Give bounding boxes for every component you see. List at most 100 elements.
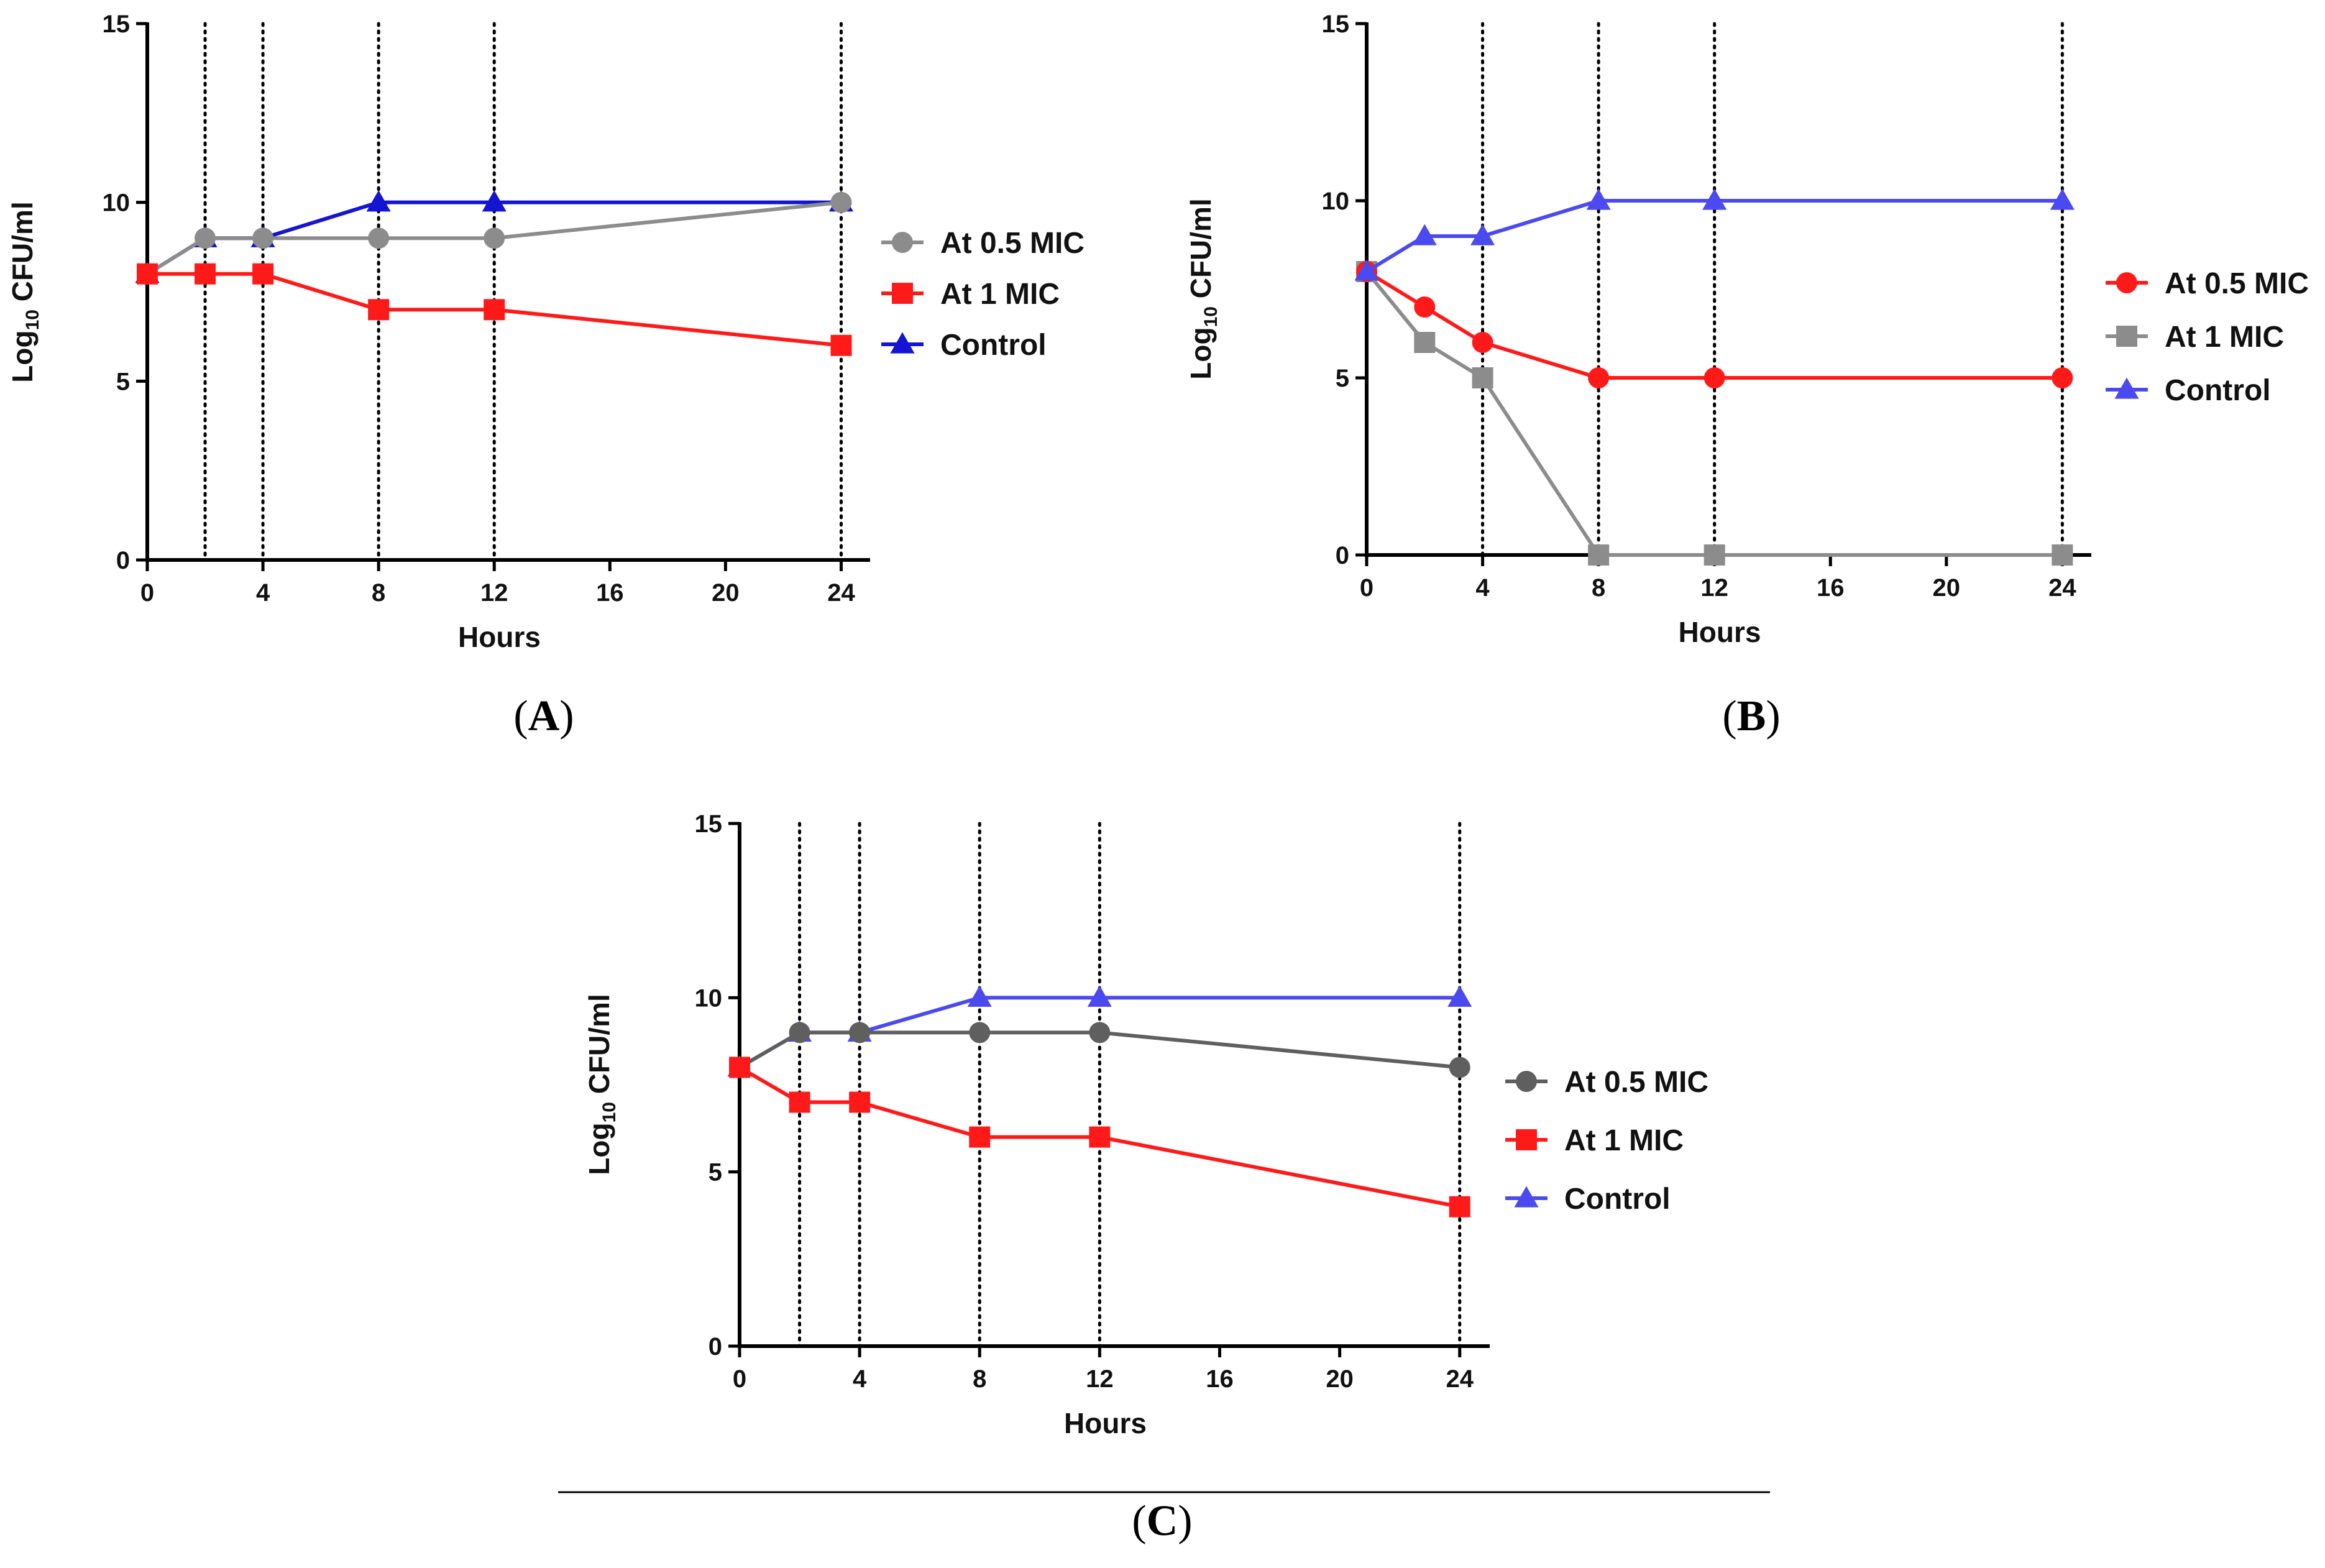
chart-b-legend-marker: [2114, 377, 2139, 399]
chart-a-data-point: [830, 334, 852, 356]
chart-a-data-point: [366, 190, 391, 212]
chart-a-y-axis-title: Log10 CFU/ml: [6, 201, 43, 382]
chart-c-legend-marker: [1516, 1071, 1537, 1092]
chart-a-caption: (A): [513, 692, 574, 740]
chart-b-x-tick-label: 20: [1933, 574, 1961, 602]
chart-b-legend-item: At 1 MIC: [2106, 321, 2284, 354]
chart-c-data-point: [1089, 1126, 1111, 1148]
y-title-subscript: 10: [1201, 306, 1221, 327]
chart-b-legend-item: Control: [2106, 374, 2271, 407]
chart-a-x-tick-label: 8: [372, 579, 385, 607]
chart-c-data-point: [1449, 1057, 1470, 1078]
chart-b-y-tick-label: 10: [1322, 188, 1350, 215]
chart-c-x-axis-title: Hours: [1064, 1407, 1147, 1439]
chart-a-data-point: [484, 227, 505, 249]
chart-c-legend-item: Control: [1505, 1183, 1671, 1216]
chart-a-x-tick-label: 20: [712, 579, 740, 607]
chart-c-legend-marker: [1516, 1129, 1537, 1150]
chart-b-legend-label: At 1 MIC: [2165, 321, 2284, 354]
chart-a-legend-label: At 0.5 MIC: [940, 227, 1085, 260]
chart-b-x-tick-label: 8: [1592, 574, 1605, 602]
chart-c-y-tick-label: 5: [709, 1159, 722, 1186]
chart-b-data-point: [1588, 544, 1610, 566]
chart-c-x-tick-label: 0: [733, 1365, 746, 1393]
chart-c-legend-label: At 0.5 MIC: [1564, 1066, 1708, 1099]
chart-b-data-point: [1472, 332, 1493, 353]
caption-letter: B: [1737, 692, 1766, 740]
chart-c-legend-label: At 1 MIC: [1564, 1124, 1684, 1157]
chart-b-y-tick-label: 0: [1336, 542, 1349, 569]
chart-c-x-tick-label: 4: [853, 1365, 867, 1393]
chart-a-data-point: [137, 263, 158, 285]
chart-c-data-point: [969, 1126, 991, 1148]
chart-b-x-tick-label: 0: [1360, 574, 1373, 602]
chart-c-data-point: [1447, 985, 1472, 1007]
chart-c-x-tick-label: 8: [973, 1365, 986, 1393]
chart-b-legend-item: At 0.5 MIC: [2106, 267, 2309, 300]
chart-c-data-point: [789, 1022, 810, 1043]
chart-c-data-point: [969, 1022, 991, 1043]
chart-a-data-point: [368, 227, 390, 249]
y-title-log: Log: [6, 330, 39, 382]
chart-b-legend-marker: [2116, 272, 2137, 293]
chart-b-data-point: [2052, 367, 2073, 388]
caption-letter: A: [528, 692, 560, 740]
chart-a-x-tick-label: 12: [480, 579, 508, 607]
chart-b-data-point: [2052, 544, 2073, 566]
chart-a-legend-marker: [892, 232, 913, 253]
chart-b-x-tick-label: 16: [1817, 574, 1845, 602]
chart-b-legend-marker: [2116, 326, 2137, 347]
chart-c-legend-item: At 1 MIC: [1505, 1124, 1684, 1157]
chart-c-y-tick-label: 0: [709, 1333, 722, 1360]
chart-b-series-triangle: [1354, 188, 2075, 281]
chart-c-series-line: [738, 1030, 1461, 1070]
chart-c-y-axis-title: Log10 CFU/ml: [583, 994, 620, 1175]
chart-c-data-point: [1087, 985, 1112, 1007]
y-title-unit: CFU/ml: [583, 994, 615, 1102]
chart-a-legend-label: At 1 MIC: [940, 278, 1060, 311]
y-title-unit: CFU/ml: [1185, 198, 1217, 306]
chart-c-x-tick-label: 16: [1206, 1365, 1234, 1393]
chart-c-data-point: [789, 1091, 810, 1113]
chart-b-legend-label: Control: [2165, 374, 2271, 407]
chart-a-data-point: [368, 299, 390, 321]
caption-open: (: [1722, 692, 1736, 740]
chart-b-y-tick-label: 15: [1322, 11, 1350, 38]
chart-a-data-point: [252, 227, 274, 249]
caption-close: ): [1766, 692, 1780, 740]
chart-a-data-point: [252, 263, 274, 285]
chart-a-y-tick-label: 5: [116, 368, 130, 395]
chart-a-y-tick-label: 10: [103, 190, 131, 217]
chart-c-y-tick-label: 10: [695, 984, 723, 1012]
chart-b-data-point: [1472, 367, 1493, 388]
chart-b-x-axis-title: Hours: [1679, 616, 1761, 648]
y-title-subscript: 10: [22, 309, 43, 330]
chart-a-legend-label: Control: [940, 329, 1047, 362]
chart-a-legend-item: Control: [881, 329, 1047, 362]
chart-b-series-line: [1365, 270, 2063, 380]
chart-a-x-tick-label: 4: [256, 579, 270, 607]
chart-b-legend-label: At 0.5 MIC: [2165, 267, 2309, 300]
chart-b-data-point: [1470, 224, 1495, 245]
chart-b-data-point: [1414, 332, 1436, 353]
chart-b-y-axis-title: Log10 CFU/ml: [1185, 198, 1221, 379]
chart-a-data-point: [484, 299, 505, 321]
chart-a-data-point: [195, 227, 216, 249]
y-title-subscript: 10: [599, 1102, 620, 1122]
chart-a-legend-marker: [890, 332, 915, 354]
caption-close: ): [559, 692, 574, 740]
chart-b-data-point: [1588, 367, 1610, 388]
chart-c-data-point: [849, 1022, 871, 1043]
chart-b-x-tick-label: 12: [1700, 574, 1728, 602]
chart-c-y-tick-label: 15: [695, 810, 723, 838]
chart-a-series-line: [146, 200, 841, 276]
chart-a-legend-item: At 0.5 MIC: [881, 227, 1085, 260]
chart-c-legend-label: Control: [1564, 1183, 1671, 1216]
chart-c-series-square: [729, 1057, 1470, 1217]
chart-b-data-point: [1702, 188, 1727, 210]
chart-a-x-tick-label: 24: [827, 579, 855, 607]
chart-b-data-point: [2050, 188, 2075, 210]
